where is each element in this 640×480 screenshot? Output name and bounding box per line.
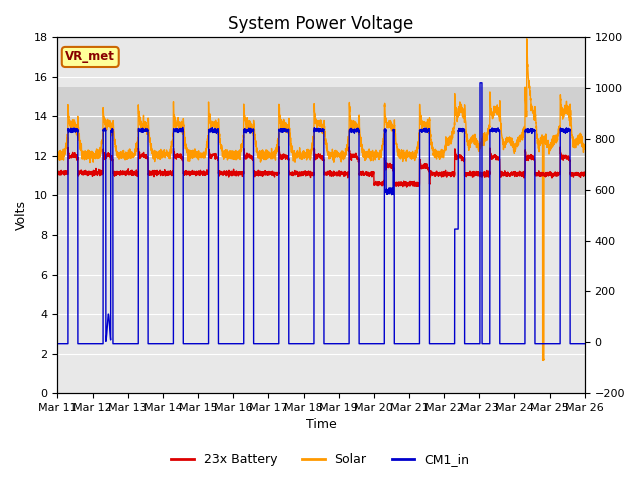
CM1_in bbox=[469, 341, 477, 347]
Line: CM1_in: CM1_in bbox=[58, 83, 585, 344]
CM1_in bbox=[581, 341, 589, 347]
Text: VR_met: VR_met bbox=[65, 50, 115, 63]
Solar bbox=[581, 144, 589, 150]
Line: 23x Battery: 23x Battery bbox=[58, 146, 585, 187]
23x Battery bbox=[301, 171, 309, 177]
23x Battery bbox=[275, 144, 283, 149]
CM1_in bbox=[148, 341, 156, 347]
23x Battery bbox=[580, 172, 588, 178]
Solar bbox=[439, 155, 447, 160]
CM1_in bbox=[54, 341, 61, 347]
Line: Solar: Solar bbox=[58, 39, 585, 360]
CM1_in bbox=[580, 341, 588, 347]
Solar bbox=[469, 139, 477, 144]
Solar bbox=[540, 358, 547, 363]
23x Battery bbox=[148, 172, 156, 178]
CM1_in bbox=[439, 341, 447, 347]
23x Battery bbox=[410, 181, 418, 187]
CM1_in bbox=[301, 341, 309, 347]
Solar bbox=[301, 152, 309, 158]
23x Battery bbox=[469, 171, 477, 177]
23x Battery bbox=[403, 184, 410, 190]
Legend: 23x Battery, Solar, CM1_in: 23x Battery, Solar, CM1_in bbox=[166, 448, 474, 471]
23x Battery bbox=[54, 170, 61, 176]
Solar bbox=[148, 149, 156, 155]
CM1_in bbox=[410, 341, 418, 347]
Solar bbox=[54, 156, 61, 161]
23x Battery bbox=[440, 169, 447, 175]
Title: System Power Voltage: System Power Voltage bbox=[228, 15, 413, 33]
Solar bbox=[580, 146, 588, 152]
Bar bbox=[58, 87, 585, 195]
23x Battery bbox=[581, 171, 589, 177]
Y-axis label: Volts: Volts bbox=[15, 200, 28, 230]
Solar bbox=[523, 36, 531, 42]
X-axis label: Time: Time bbox=[306, 419, 337, 432]
Solar bbox=[410, 153, 418, 159]
CM1_in bbox=[476, 80, 484, 85]
